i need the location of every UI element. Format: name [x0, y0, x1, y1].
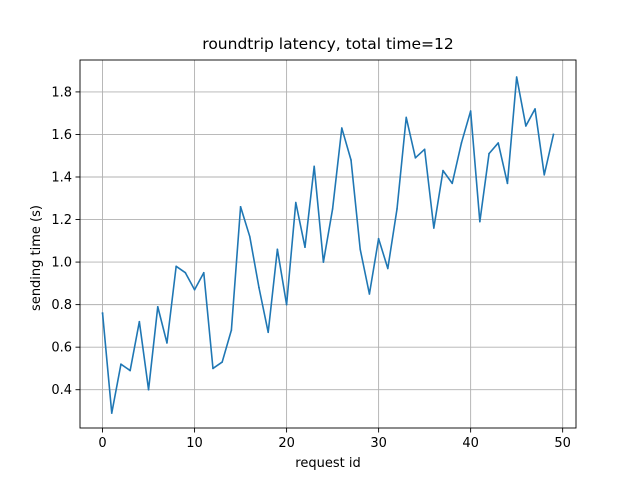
data-point: [515, 76, 518, 78]
series-line: [101, 76, 555, 414]
data-point: [506, 182, 509, 185]
y-tick-label: 0.4: [51, 383, 72, 398]
data-point: [184, 271, 187, 274]
data-point: [230, 329, 233, 331]
data-point: [359, 248, 362, 251]
data-point: [414, 157, 417, 159]
data-point: [331, 208, 334, 210]
tick-marks: [75, 91, 564, 433]
data-point: [110, 412, 113, 414]
data-point: [156, 305, 159, 308]
y-tick-labels: 0.4 0.6 0.8 1.0 1.2 1.4 1.6 1.8: [51, 85, 72, 398]
data-point: [276, 248, 279, 251]
data-point: [193, 288, 196, 291]
data-point: [147, 388, 150, 391]
data-point: [175, 265, 177, 268]
data-point: [552, 133, 555, 136]
data-point: [202, 271, 205, 274]
data-point: [166, 342, 168, 344]
data-point: [294, 201, 297, 204]
y-tick-label: 1.4: [51, 170, 72, 185]
data-point: [497, 142, 500, 144]
chart-title: roundtrip latency, total time=12: [202, 35, 453, 53]
data-point: [469, 110, 472, 112]
data-point: [212, 367, 214, 370]
data-point: [341, 127, 343, 129]
data-point: [267, 331, 269, 334]
data-point: [543, 174, 546, 176]
data-point: [120, 363, 122, 365]
data-point: [451, 182, 454, 185]
data-point: [322, 261, 325, 263]
data-point: [442, 169, 444, 172]
data-point: [248, 235, 251, 238]
grid-lines: [80, 60, 576, 428]
data-point: [285, 303, 288, 306]
data-point: [488, 152, 490, 155]
data-point: [313, 165, 316, 168]
y-tick-label: 1.8: [51, 85, 72, 100]
x-axis-title: request id: [295, 456, 360, 471]
data-point: [525, 125, 527, 127]
data-point: [129, 369, 131, 372]
data-point: [433, 227, 435, 229]
x-tick-label: 30: [370, 436, 387, 451]
data-point: [479, 220, 481, 223]
data-point: [405, 116, 408, 119]
y-tick-label: 1.2: [51, 213, 72, 228]
data-point: [101, 312, 104, 314]
data-point: [534, 108, 536, 110]
data-point: [350, 159, 352, 161]
y-tick-label: 1.0: [51, 256, 72, 271]
x-tick-labels: 0 10 20 30 40 50: [98, 436, 571, 451]
axes-frame: [79, 59, 577, 429]
y-tick-label: 1.6: [51, 128, 72, 143]
y-tick-label: 0.8: [51, 298, 72, 313]
data-point: [377, 237, 380, 240]
data-point: [368, 293, 371, 295]
x-tick-label: 0: [98, 436, 106, 451]
y-tick-label: 0.6: [51, 341, 72, 356]
data-point: [460, 142, 463, 144]
data-point: [396, 208, 398, 210]
x-tick-label: 50: [554, 436, 571, 451]
data-point: [304, 246, 306, 248]
data-point: [239, 205, 242, 208]
x-tick-label: 20: [278, 436, 295, 451]
data-point: [138, 320, 141, 323]
data-point: [258, 286, 260, 289]
x-tick-label: 10: [186, 436, 203, 451]
series-layer: [101, 76, 555, 414]
y-axis-title: sending time (s): [29, 205, 44, 311]
data-point: [387, 267, 389, 270]
data-point: [423, 148, 426, 151]
data-point: [221, 361, 223, 363]
x-tick-label: 40: [462, 436, 479, 451]
